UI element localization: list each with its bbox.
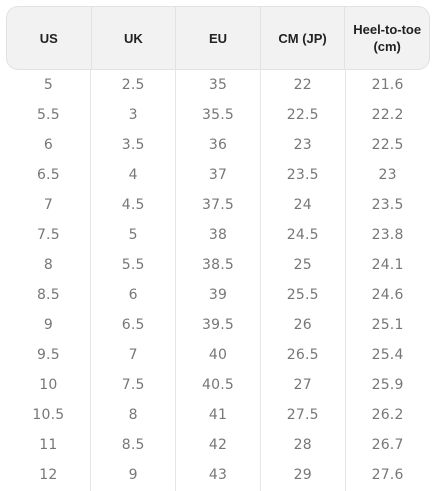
table-row: 8.5 6 39 25.5 24.6	[6, 280, 430, 310]
cell-uk: 8.5	[121, 437, 145, 453]
cell-cm-jp: 28	[293, 437, 312, 453]
cell-uk: 4	[128, 167, 138, 183]
cell-us: 6	[43, 137, 53, 153]
cell-cm-jp: 29	[293, 467, 312, 483]
cell-heel-to-toe: 26.2	[371, 407, 404, 423]
cell-eu: 39	[208, 287, 228, 303]
cell-heel-to-toe: 23	[378, 167, 397, 183]
cell-us: 10.5	[32, 407, 65, 423]
cell-eu: 42	[208, 437, 228, 453]
cell-cm-jp: 27	[293, 377, 312, 393]
cell-heel-to-toe: 22.5	[371, 137, 404, 153]
cell-cm-jp: 26.5	[286, 347, 319, 363]
cell-uk: 4.5	[121, 197, 145, 213]
table-row: 6.5 4 37 23.5 23	[6, 160, 430, 190]
cell-us: 11	[39, 437, 58, 453]
table-row: 5.5 3 35.5 22.5 22.2	[6, 100, 430, 130]
column-header-uk: UK	[90, 7, 176, 69]
cell-eu: 36	[208, 137, 228, 153]
cell-heel-to-toe: 21.6	[371, 77, 404, 93]
cell-cm-jp: 23	[293, 137, 312, 153]
cell-uk: 7.5	[121, 377, 145, 393]
cell-eu: 38	[208, 227, 228, 243]
cell-eu: 40	[208, 347, 228, 363]
cell-eu: 35.5	[202, 107, 234, 123]
cell-eu: 41	[208, 407, 228, 423]
cell-heel-to-toe: 22.2	[371, 107, 404, 123]
table-row: 10.5 8 41 27.5 26.2	[6, 400, 430, 430]
column-header-us: US	[39, 30, 58, 46]
cell-heel-to-toe: 27.6	[371, 467, 404, 483]
cell-us: 8.5	[36, 287, 60, 303]
cell-us: 9.5	[36, 347, 60, 363]
table-row: 9 6.5 39.5 26 25.1	[6, 310, 430, 340]
cell-eu: 40.5	[202, 377, 234, 393]
cell-eu: 37.5	[202, 197, 234, 213]
table-row: 7.5 5 38 24.5 23.8	[6, 220, 430, 250]
table-header: US UK EU CM (JP) Heel-to-toe (cm)	[6, 6, 430, 70]
cell-eu: 37	[208, 167, 228, 183]
column-header-heel-to-toe: Heel-to-toe (cm)	[344, 7, 429, 69]
cell-eu: 38.5	[202, 257, 234, 273]
cell-uk: 6	[128, 287, 138, 303]
cell-uk: 2.5	[121, 77, 145, 93]
cell-uk: 5.5	[121, 257, 145, 273]
cell-heel-to-toe: 25.9	[371, 377, 404, 393]
cell-eu: 35	[208, 77, 228, 93]
cell-us: 6.5	[36, 167, 60, 183]
cell-cm-jp: 22	[293, 77, 312, 93]
cell-us: 5	[43, 77, 53, 93]
cell-heel-to-toe: 23.5	[371, 197, 404, 213]
table-body: 5 2.5 35 22 21.6 5.5 3 35.5 22.5 22.2 6 3.5 36 23 22.5…	[6, 70, 430, 490]
cell-us: 12	[39, 467, 58, 483]
cell-heel-to-toe: 23.8	[371, 227, 404, 243]
cell-uk: 3.5	[121, 137, 145, 153]
cell-uk: 6.5	[121, 317, 145, 333]
cell-us: 7	[43, 197, 53, 213]
cell-eu: 39.5	[202, 317, 234, 333]
cell-heel-to-toe: 24.6	[371, 287, 404, 303]
column-header-cm-jp: CM (JP)	[259, 7, 345, 69]
cell-uk: 7	[128, 347, 138, 363]
table-row: 11 8.5 42 28 26.7	[6, 430, 430, 460]
cell-us: 8	[43, 257, 53, 273]
cell-us: 7.5	[36, 227, 60, 243]
table-row: 12 9 43 29 27.6	[6, 460, 430, 490]
table-row: 6 3.5 36 23 22.5	[6, 130, 430, 160]
cell-heel-to-toe: 26.7	[371, 437, 404, 453]
cell-uk: 5	[128, 227, 138, 243]
table-row: 9.5 7 40 26.5 25.4	[6, 340, 430, 370]
cell-uk: 8	[128, 407, 138, 423]
table-row: 7 4.5 37.5 24 23.5	[6, 190, 430, 220]
cell-us: 5.5	[36, 107, 60, 123]
cell-eu: 43	[208, 467, 228, 483]
cell-cm-jp: 22.5	[286, 107, 319, 123]
table-row: 5 2.5 35 22 21.6	[6, 70, 430, 100]
column-header-eu: EU	[175, 7, 260, 69]
table-row: 10 7.5 40.5 27 25.9	[6, 370, 430, 400]
cell-cm-jp: 24.5	[286, 227, 319, 243]
cell-uk: 3	[128, 107, 138, 123]
cell-us: 10	[39, 377, 58, 393]
cell-cm-jp: 27.5	[286, 407, 319, 423]
cell-cm-jp: 23.5	[286, 167, 319, 183]
cell-uk: 9	[128, 467, 138, 483]
cell-heel-to-toe: 25.1	[371, 317, 404, 333]
table-row: 8 5.5 38.5 25 24.1	[6, 250, 430, 280]
cell-cm-jp: 25	[293, 257, 312, 273]
cell-heel-to-toe: 24.1	[371, 257, 404, 273]
cell-cm-jp: 24	[293, 197, 312, 213]
cell-us: 9	[43, 317, 53, 333]
cell-heel-to-toe: 25.4	[371, 347, 404, 363]
cell-cm-jp: 25.5	[286, 287, 319, 303]
cell-cm-jp: 26	[293, 317, 312, 333]
